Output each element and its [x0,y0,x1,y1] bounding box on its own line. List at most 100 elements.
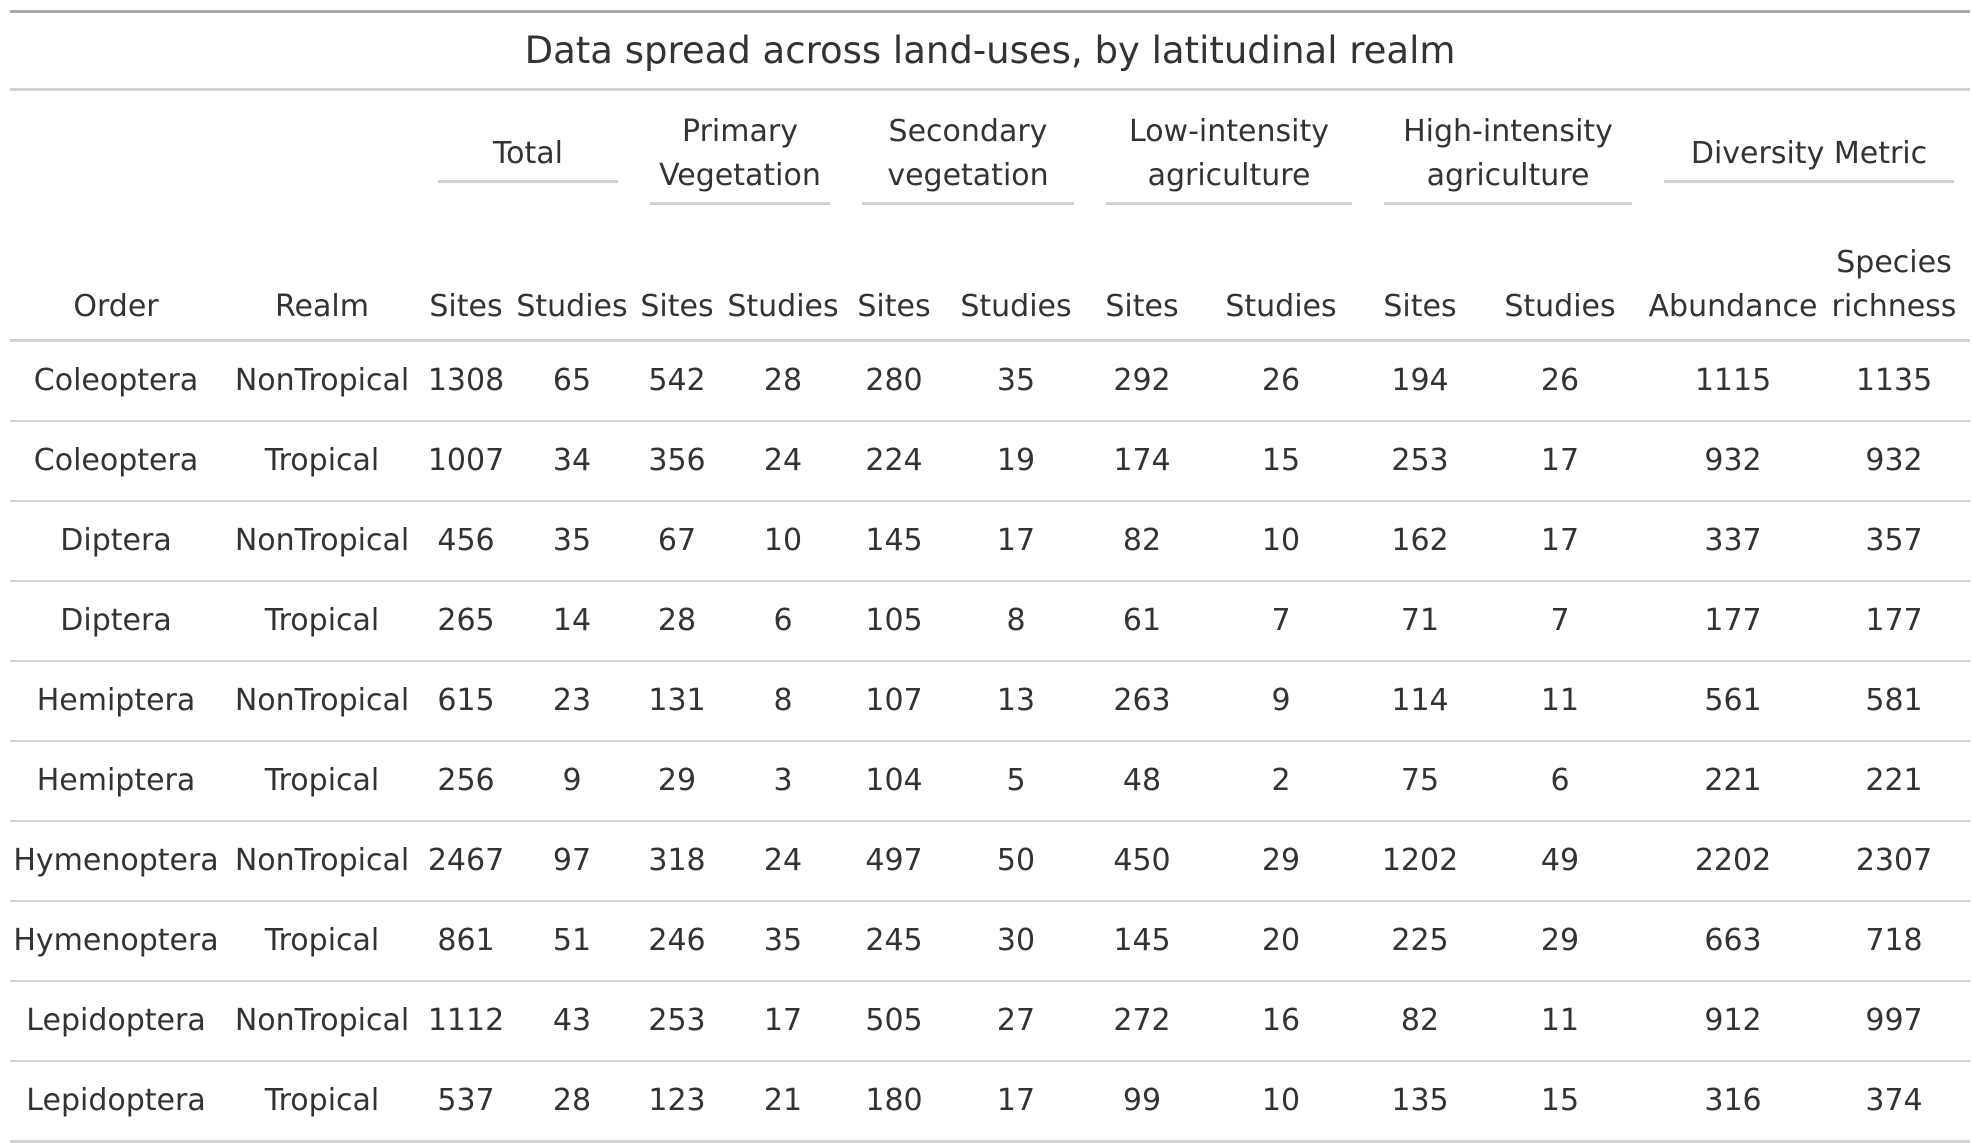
table-cell: 10 [720,501,846,582]
table-cell: 253 [1368,421,1472,502]
table-cell: 28 [720,340,846,422]
table-cell: 17 [942,501,1090,582]
table-cell: 26 [1472,340,1648,422]
table-cell: 11 [1472,981,1648,1062]
table-cell: 1135 [1818,340,1970,422]
table-cell: 3 [720,741,846,822]
table-cell: Tropical [222,741,422,822]
table-cell: 318 [634,821,720,902]
table-cell: 9 [510,741,634,822]
table-cell: 2467 [422,821,510,902]
table-cell: NonTropical [222,661,422,742]
table-cell: 912 [1648,981,1818,1062]
table-body: Coleoptera NonTropical 1308 65 542 28 280 35 292… [10,340,1970,1143]
table-cell: 316 [1648,1061,1818,1143]
table-cell: 82 [1368,981,1472,1062]
table-cell: 5 [942,741,1090,822]
spanner-header: Primary Vegetation [634,90,846,218]
table-cell: 61 [1090,581,1194,662]
table-cell: 67 [634,501,720,582]
table-cell: Tropical [222,901,422,982]
table-cell: 29 [634,741,720,822]
table-cell: 272 [1090,981,1194,1062]
table-cell: 50 [942,821,1090,902]
table-cell: 82 [1090,501,1194,582]
table-cell: 718 [1818,901,1970,982]
table-cell: 1007 [422,421,510,502]
table-cell: 26 [1194,340,1368,422]
table-cell: 28 [510,1061,634,1143]
spanner-empty-order [10,90,222,218]
table-cell: 8 [720,661,846,742]
table-cell: 15 [1472,1061,1648,1143]
spanner-label: High-intensity agriculture [1384,110,1632,205]
table-cell: 51 [510,901,634,982]
table-title: Data spread across land-uses, by latitud… [10,10,1970,91]
column-header: Sites [422,217,510,342]
table-row: Hemiptera NonTropical 615 23 131 8 107 13 263 9 11… [10,661,1970,742]
table-cell: NonTropical [222,821,422,902]
table-cell: 2 [1194,741,1368,822]
table-cell: Lepidoptera [10,1061,222,1143]
spanner-row: Total Primary Vegetation Secondary vegetat… [10,90,1970,218]
table-cell: Tropical [222,421,422,502]
table-cell: 105 [846,581,942,662]
table-cell: 1308 [422,340,510,422]
table-cell: 356 [634,421,720,502]
table-cell: 450 [1090,821,1194,902]
table-row: Hymenoptera Tropical 861 51 246 35 245 30 145 20 2… [10,901,1970,982]
spanner-header: Secondary vegetation [846,90,1090,218]
table-cell: 663 [1648,901,1818,982]
data-table: Data spread across land-uses, by latitud… [10,10,1970,1143]
table-container: Data spread across land-uses, by latitud… [10,10,1970,1143]
table-cell: 14 [510,581,634,662]
table-cell: 2307 [1818,821,1970,902]
table-cell: 99 [1090,1061,1194,1143]
table-cell: Hymenoptera [10,901,222,982]
table-cell: 30 [942,901,1090,982]
spanner-header: Diversity Metric [1648,90,1970,218]
table-cell: 1115 [1648,340,1818,422]
table-cell: 35 [720,901,846,982]
table-row: Hymenoptera NonTropical 2467 97 318 24 497 50 45… [10,821,1970,902]
spanner-label: Diversity Metric [1664,132,1954,183]
table-cell: 997 [1818,981,1970,1062]
spanner-label: Low-intensity agriculture [1106,110,1352,205]
table-cell: 48 [1090,741,1194,822]
table-cell: 224 [846,421,942,502]
spanner-empty-realm [222,90,422,218]
table-cell: Tropical [222,581,422,662]
table-cell: 253 [634,981,720,1062]
table-cell: 135 [1368,1061,1472,1143]
table-cell: 456 [422,501,510,582]
table-cell: Diptera [10,581,222,662]
table-cell: 17 [1472,501,1648,582]
table-cell: 75 [1368,741,1472,822]
table-cell: 265 [422,581,510,662]
column-header: Sites [1368,217,1472,342]
table-cell: 43 [510,981,634,1062]
table-cell: 177 [1648,581,1818,662]
table-cell: 6 [1472,741,1648,822]
table-cell: 581 [1818,661,1970,742]
table-cell: 107 [846,661,942,742]
spanner-label: Secondary vegetation [862,110,1074,205]
table-cell: 49 [1472,821,1648,902]
table-cell: 131 [634,661,720,742]
table-cell: 29 [1194,821,1368,902]
table-cell: Coleoptera [10,340,222,422]
table-cell: 256 [422,741,510,822]
table-cell: 225 [1368,901,1472,982]
table-cell: Coleoptera [10,421,222,502]
table-cell: 65 [510,340,634,422]
column-header: Abundance [1648,217,1818,342]
column-header: Studies [1194,217,1368,342]
table-cell: Hemiptera [10,741,222,822]
table-cell: 97 [510,821,634,902]
table-cell: 505 [846,981,942,1062]
table-cell: 10 [1194,501,1368,582]
table-cell: 104 [846,741,942,822]
table-cell: 20 [1194,901,1368,982]
table-cell: 17 [720,981,846,1062]
spanner-header: High-intensity agriculture [1368,90,1648,218]
